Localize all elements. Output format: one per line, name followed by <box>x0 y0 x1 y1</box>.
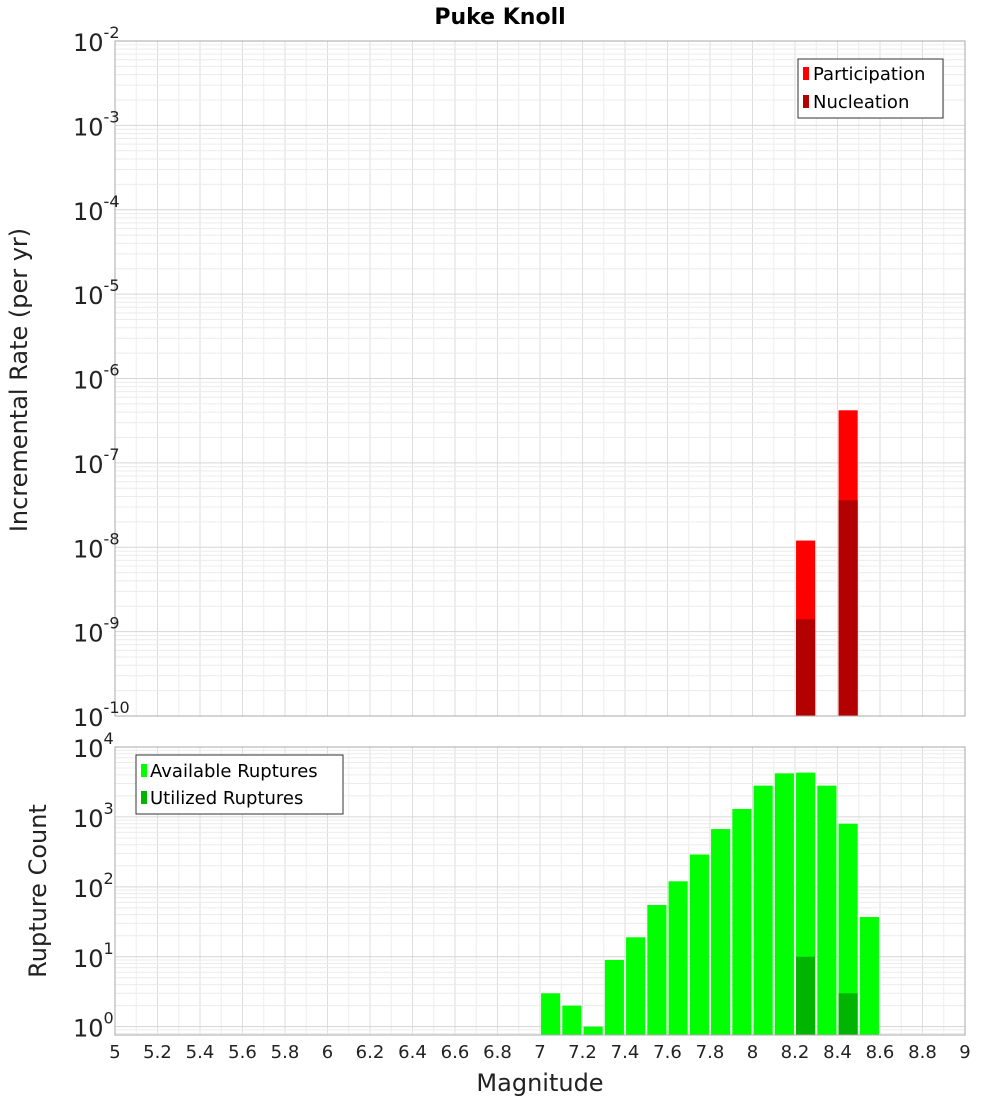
x-tick-label: 6.8 <box>483 1042 512 1063</box>
bottom-plot-area <box>114 746 966 1036</box>
x-tick-label: 6.6 <box>441 1042 470 1063</box>
x-tick-label: 7.2 <box>568 1042 597 1063</box>
y-tick-exponent: -7 <box>104 445 120 464</box>
top-legend: Participation Nucleation <box>797 58 944 119</box>
y-tick-exponent: 2 <box>104 869 114 888</box>
x-tick-label: 5.4 <box>186 1042 215 1063</box>
bottom-bar-available-ruptures <box>562 1005 582 1035</box>
y-tick-exponent: 1 <box>104 939 114 958</box>
top-y-axis-label: Incremental Rate (per yr) <box>5 228 33 532</box>
legend-swatch-utilized <box>141 791 147 804</box>
x-tick-label: 7 <box>534 1042 545 1063</box>
y-tick-exponent: -9 <box>104 614 120 633</box>
chart-title: Puke Knoll <box>434 5 565 30</box>
y-tick-label: 10-2 <box>73 23 120 57</box>
x-tick-label: 5.8 <box>271 1042 300 1063</box>
top-legend-box <box>797 58 944 119</box>
x-tick-label: 5.6 <box>228 1042 257 1063</box>
bottom-bar-available-ruptures <box>774 773 794 1035</box>
x-tick-label: 6.4 <box>398 1042 427 1063</box>
top-bar-nucleation <box>796 619 816 716</box>
bottom-bar-available-ruptures <box>647 904 667 1035</box>
bottom-bar-available-ruptures <box>838 823 858 1035</box>
x-tick-label: 5.2 <box>143 1042 172 1063</box>
bottom-bar-available-ruptures <box>541 993 561 1035</box>
y-tick-exponent: -8 <box>104 529 120 548</box>
x-tick-label: 8.8 <box>908 1042 937 1063</box>
bottom-legend-box <box>135 754 344 815</box>
top-bar-nucleation <box>838 500 858 716</box>
x-tick-label: 6 <box>322 1042 333 1063</box>
bottom-bar-available-ruptures <box>859 917 879 1035</box>
top-plot-bars <box>796 410 858 716</box>
y-tick-label: 104 <box>73 729 114 763</box>
y-tick-exponent: -4 <box>104 192 120 211</box>
y-tick-label: 10-8 <box>73 529 120 563</box>
bottom-bar-available-ruptures <box>711 829 731 1035</box>
x-tick-label: 7.6 <box>653 1042 682 1063</box>
bottom-bar-available-ruptures <box>583 1026 603 1035</box>
legend-label-nucleation: Nucleation <box>813 92 909 113</box>
y-tick-exponent: -2 <box>104 23 120 42</box>
top-plot-gridlines <box>114 41 966 717</box>
legend-label-participation: Participation <box>813 64 925 85</box>
x-tick-label: 9 <box>959 1042 970 1063</box>
x-axis-ticks: 5 5.2 5.4 5.6 5.8 6 6.2 6.4 6.6 6.8 7 7.2 7.4 7.6 7.8 8… <box>109 1042 970 1063</box>
bottom-bar-available-ruptures <box>817 785 837 1035</box>
y-tick-label: 10-3 <box>73 107 120 141</box>
y-tick-label: 10-7 <box>73 445 120 479</box>
legend-label-utilized: Utilized Ruptures <box>150 788 303 809</box>
bottom-bar-available-ruptures <box>753 785 773 1035</box>
bottom-bar-available-ruptures <box>668 881 688 1035</box>
y-tick-label: 101 <box>73 939 114 973</box>
x-tick-label: 8.6 <box>866 1042 895 1063</box>
bottom-plot-bars <box>541 772 879 1035</box>
x-tick-label: 6.2 <box>356 1042 385 1063</box>
legend-swatch-nucleation <box>803 95 809 108</box>
bottom-legend: Available Ruptures Utilized Ruptures <box>135 754 344 815</box>
y-tick-label: 100 <box>73 1009 114 1043</box>
bottom-bar-available-ruptures <box>626 937 646 1035</box>
y-tick-exponent: -3 <box>104 107 120 126</box>
legend-label-available: Available Ruptures <box>150 761 318 782</box>
y-tick-exponent: -6 <box>104 361 120 380</box>
legend-swatch-participation <box>803 67 809 80</box>
y-tick-label: 10-4 <box>73 192 120 226</box>
y-tick-exponent: -5 <box>104 276 120 295</box>
x-tick-label: 7.4 <box>611 1042 640 1063</box>
y-tick-label: 102 <box>73 869 114 903</box>
x-tick-label: 8.2 <box>781 1042 810 1063</box>
x-tick-label: 7.8 <box>696 1042 725 1063</box>
y-tick-exponent: 0 <box>104 1009 114 1028</box>
bottom-bar-available-ruptures <box>604 959 624 1035</box>
x-tick-label: 8.4 <box>823 1042 852 1063</box>
bottom-bar-utilized-ruptures <box>838 993 858 1035</box>
x-tick-label: 8 <box>747 1042 758 1063</box>
legend-swatch-available <box>141 764 147 777</box>
y-tick-label: 10-6 <box>73 361 120 395</box>
x-axis-label: Magnitude <box>476 1069 603 1097</box>
y-tick-label: 10-10 <box>73 698 130 732</box>
y-tick-label: 103 <box>73 799 114 833</box>
y-tick-exponent: 4 <box>104 729 114 748</box>
bottom-bar-available-ruptures <box>732 808 752 1035</box>
top-plot-area <box>114 40 966 717</box>
y-tick-label: 10-9 <box>73 614 120 648</box>
bottom-bar-utilized-ruptures <box>796 956 816 1035</box>
y-tick-exponent: -10 <box>104 698 130 717</box>
y-tick-exponent: 3 <box>104 799 114 818</box>
bottom-y-axis-label: Rupture Count <box>24 804 52 978</box>
bottom-bar-available-ruptures <box>689 854 709 1035</box>
y-tick-label: 10-5 <box>73 276 120 310</box>
x-tick-label: 5 <box>109 1042 120 1063</box>
